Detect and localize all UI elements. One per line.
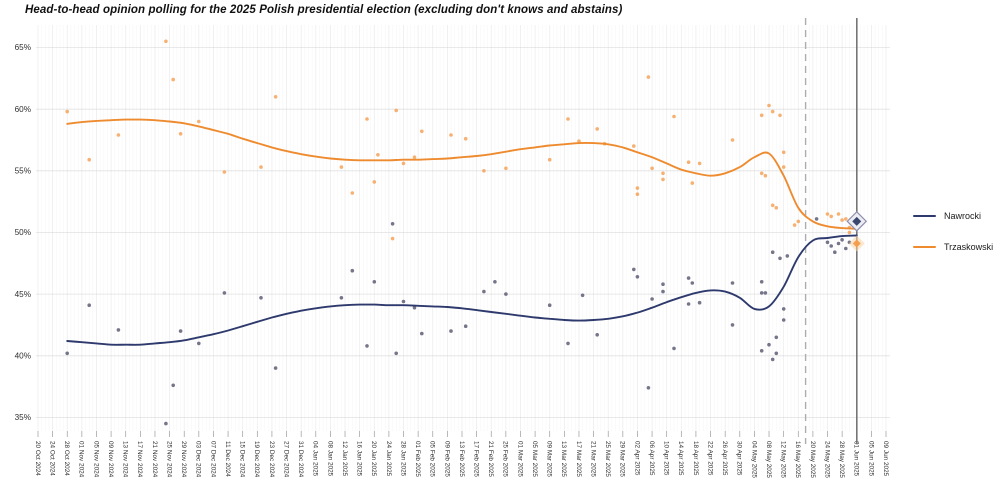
x-axis-label: 16 Jan 2025 xyxy=(356,441,363,477)
result-marker-trzaskowski xyxy=(848,235,865,252)
x-axis-label: 05 Feb 2025 xyxy=(429,441,436,477)
x-axis-label: 08 Jan 2025 xyxy=(326,441,333,477)
x-axis-label: 28 May 2025 xyxy=(838,441,845,478)
trzaskowski-line-swatch xyxy=(913,246,936,248)
x-axis-label: 03 Dec 2024 xyxy=(195,441,202,478)
x-axis-label: 21 Nov 2024 xyxy=(151,441,158,478)
x-axis-label: 07 Dec 2024 xyxy=(209,441,216,478)
x-axis-label: 24 Oct 2024 xyxy=(49,441,56,476)
x-axis-label: 05 Nov 2024 xyxy=(92,441,99,478)
x-axis-label: 01 Feb 2025 xyxy=(414,441,421,477)
x-axis-label: 22 Apr 2025 xyxy=(706,441,713,476)
x-axis-label: 06 Apr 2025 xyxy=(648,441,655,476)
x-axis-label: 17 Feb 2025 xyxy=(473,441,480,477)
x-axis-label: 05 Jun 2025 xyxy=(867,441,874,477)
x-axis-label: 13 Mar 2025 xyxy=(560,441,567,477)
y-axis-label: 60% xyxy=(15,105,31,114)
x-axis-label: 29 Nov 2024 xyxy=(180,441,187,478)
y-axis-label: 50% xyxy=(15,228,31,237)
x-axis-label: 10 Apr 2025 xyxy=(663,441,670,476)
trend-line-trzaskowski xyxy=(66,118,858,230)
x-axis-label: 19 Dec 2024 xyxy=(253,441,260,478)
x-axis-label: 25 Nov 2024 xyxy=(165,441,172,478)
x-axis-label: 12 May 2025 xyxy=(780,441,787,478)
legend-label-nawrocki: Nawrocki xyxy=(944,211,982,221)
x-axis-label: 13 Feb 2025 xyxy=(458,441,465,477)
nawrocki-line-swatch xyxy=(913,215,936,217)
trend-line-nawrocki xyxy=(66,234,858,346)
y-axis-label: 55% xyxy=(15,167,31,176)
x-axis-label: 29 Mar 2025 xyxy=(619,441,626,477)
x-axis-label: 27 Dec 2024 xyxy=(282,441,289,478)
x-axis-label: 09 Jun 2025 xyxy=(882,441,889,477)
x-axis-label: 26 Apr 2025 xyxy=(721,441,728,476)
x-axis-label: 15 Dec 2024 xyxy=(239,441,246,478)
y-axis-label: 65% xyxy=(15,43,31,52)
x-axis-label: 25 Feb 2025 xyxy=(502,441,509,477)
x-axis-label: 30 Apr 2025 xyxy=(736,441,743,476)
y-axis-label: 40% xyxy=(15,352,31,361)
vertical-gridlines xyxy=(37,25,887,431)
y-axis-label: 45% xyxy=(15,290,31,299)
legend-item-trzaskowski: Trzaskowski xyxy=(913,240,993,254)
x-axis-label: 01 Nov 2024 xyxy=(78,441,85,478)
x-axis-label: 09 Feb 2025 xyxy=(443,441,450,477)
x-axis-label: 04 Jan 2025 xyxy=(312,441,319,477)
x-axis-label: 16 May 2025 xyxy=(794,441,801,478)
x-axis-label: 09 Mar 2025 xyxy=(546,441,553,477)
x-axis-label: 24 May 2025 xyxy=(823,441,830,478)
x-axis-label: 01 Mar 2025 xyxy=(516,441,523,477)
legend-label-trzaskowski: Trzaskowski xyxy=(944,242,994,252)
x-axis-label: 11 Dec 2024 xyxy=(224,441,231,477)
legend-item-nawrocki: Nawrocki xyxy=(913,209,993,223)
x-axis-label: 21 Feb 2025 xyxy=(487,441,494,477)
x-axis-label: 31 Dec 2024 xyxy=(297,441,304,478)
x-axis-label: 24 Jan 2025 xyxy=(385,441,392,477)
poll-points-nawrocki xyxy=(65,217,852,426)
x-axis-label: 21 Mar 2025 xyxy=(589,441,596,477)
result-marker-nawrocki xyxy=(846,211,868,232)
x-axis-label: 12 Jan 2025 xyxy=(341,441,348,477)
x-axis-label: 14 Apr 2025 xyxy=(677,441,684,476)
x-axis-label: 28 Jan 2025 xyxy=(399,441,406,477)
legend: Nawrocki Trzaskowski xyxy=(913,209,993,271)
x-axis-label: 20 Oct 2024 xyxy=(34,441,41,476)
x-axis-label: 20 Jan 2025 xyxy=(370,441,377,477)
x-axis-labels: 20 Oct 2024 24 Oct 2024 28 Oct 2024 01 Nov … xyxy=(34,431,889,478)
x-axis-label: 08 May 2025 xyxy=(765,441,772,478)
x-axis-label: 02 Apr 2025 xyxy=(633,441,640,476)
x-axis-label: 23 Dec 2024 xyxy=(268,441,275,478)
x-axis-label: 17 Mar 2025 xyxy=(575,441,582,477)
y-axis-label: 35% xyxy=(15,413,31,422)
x-axis-label: 09 Nov 2024 xyxy=(107,441,114,478)
x-axis-label: 05 Mar 2025 xyxy=(531,441,538,477)
x-axis-label: 01 Jun 2025 xyxy=(853,441,860,477)
x-axis-label: 25 Mar 2025 xyxy=(604,441,611,477)
chart-title: Head-to-head opinion polling for the 202… xyxy=(25,4,623,16)
x-axis-label: 28 Oct 2024 xyxy=(63,441,70,476)
x-axis-label: 13 Nov 2024 xyxy=(122,441,129,478)
x-axis-label: 04 May 2025 xyxy=(750,441,757,478)
x-axis-label: 17 Nov 2024 xyxy=(136,441,143,478)
x-axis-label: 20 May 2025 xyxy=(809,441,816,478)
horizontal-gridlines: 35% 40% 45% 50% 55% 60% 65% xyxy=(15,43,890,422)
x-axis-label: 18 Apr 2025 xyxy=(692,441,699,476)
